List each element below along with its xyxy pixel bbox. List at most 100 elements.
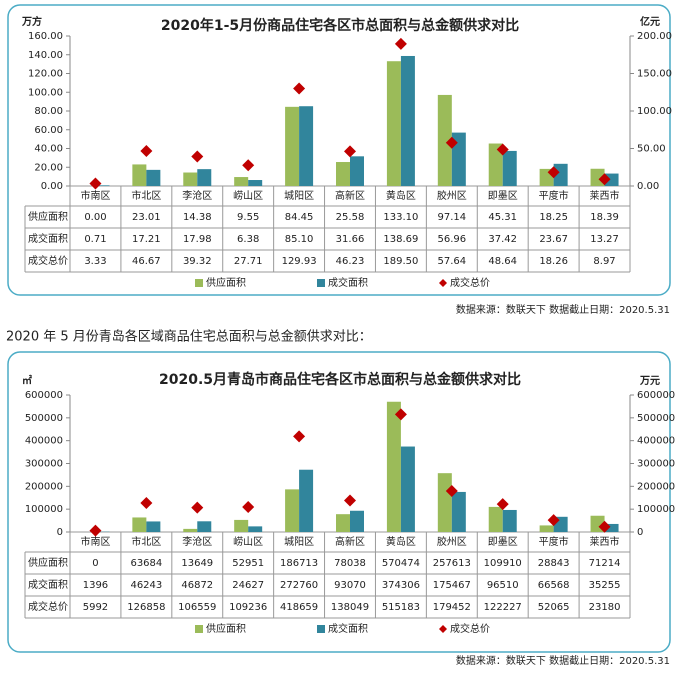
- tick-label: 600000: [25, 390, 63, 401]
- tick-label: 150.00: [637, 69, 672, 80]
- table-value: 45.31: [488, 212, 517, 223]
- marker: [445, 136, 458, 149]
- category-label: 城阳区: [284, 536, 314, 548]
- y-axis-unit: ㎡: [22, 374, 32, 387]
- category-label: 市北区: [131, 535, 161, 548]
- bar: [146, 169, 161, 186]
- tick-label: 200.00: [637, 31, 672, 42]
- table-value: 129.93: [282, 256, 317, 267]
- table-value: 272760: [280, 580, 318, 591]
- bar: [183, 528, 198, 532]
- table-value: 17.98: [183, 234, 212, 245]
- legend-label: 成交总价: [450, 622, 490, 635]
- y2-axis-unit: 亿元: [640, 15, 660, 28]
- table-value: 39.32: [183, 256, 212, 267]
- tick-label: 500000: [637, 413, 675, 424]
- row-label: 成交总价: [28, 254, 68, 267]
- table-value: 6.38: [237, 234, 259, 245]
- tick-label: 0: [57, 527, 63, 538]
- tick-label: 100.00: [28, 87, 63, 98]
- chart-title: 2020年1-5月份商品住宅各区市总面积与总金额供求对比: [161, 17, 519, 34]
- table-value: 3.33: [84, 256, 106, 267]
- category-label: 市南区: [80, 189, 110, 202]
- table-value: 13649: [181, 558, 213, 569]
- marker: [89, 177, 102, 190]
- category-label: 平度市: [539, 535, 569, 548]
- category-label: 李沧区: [182, 189, 212, 202]
- marker: [344, 145, 356, 158]
- table-value: 138.69: [383, 234, 418, 245]
- bar: [183, 172, 198, 186]
- table-value: 46243: [130, 580, 162, 591]
- table-value: 52065: [538, 602, 570, 613]
- bar: [350, 156, 364, 186]
- table-value: 186713: [280, 558, 318, 569]
- table-value: 84.45: [285, 212, 314, 223]
- table-value: 8.97: [593, 256, 615, 267]
- table-value: 109236: [229, 602, 267, 613]
- tick-label: 20.00: [34, 162, 63, 173]
- table-value: 23.67: [539, 234, 568, 245]
- marker: [394, 408, 407, 421]
- tick-label: 100.00: [637, 106, 672, 117]
- table-value: 46.23: [336, 256, 365, 267]
- tick-label: 100000: [25, 504, 63, 515]
- category-label: 市北区: [131, 189, 161, 202]
- table-value: 17.21: [132, 234, 161, 245]
- marker: [191, 501, 204, 514]
- tick-label: 300000: [637, 459, 675, 470]
- table-value: 418659: [280, 602, 318, 613]
- table-value: 18.25: [539, 212, 568, 223]
- tick-label: 400000: [25, 436, 63, 447]
- bar: [502, 509, 517, 532]
- table-value: 97.14: [437, 212, 466, 223]
- table-value: 0.71: [84, 234, 106, 245]
- table-value: 93070: [334, 580, 366, 591]
- bar: [132, 164, 147, 186]
- tick-label: 0.00: [637, 181, 659, 192]
- table-value: 175467: [433, 580, 471, 591]
- table-value: 189.50: [383, 256, 418, 267]
- marker: [140, 144, 153, 157]
- tick-label: 600000: [637, 390, 675, 401]
- table-value: 138049: [331, 602, 369, 613]
- category-label: 崂山区: [233, 536, 263, 548]
- table-value: 257613: [433, 558, 471, 569]
- chart-frame: [7, 351, 671, 653]
- tick-label: 160.00: [28, 31, 63, 42]
- table-value: 63684: [130, 558, 162, 569]
- bar: [132, 517, 147, 532]
- table-value: 23180: [589, 602, 621, 613]
- table-value: 27.71: [234, 256, 263, 267]
- y-axis-unit: 万方: [21, 15, 42, 28]
- marker: [344, 494, 356, 507]
- category-label: 平度市: [539, 189, 569, 202]
- table-value: 106559: [178, 602, 216, 613]
- table-value: 109910: [484, 558, 522, 569]
- y2-axis-unit: 万元: [639, 375, 660, 387]
- table-value: 28843: [538, 558, 570, 569]
- bar: [386, 61, 401, 186]
- table-value: 570474: [382, 558, 420, 569]
- row-label: 成交面积: [28, 232, 68, 245]
- bar: [604, 173, 619, 186]
- marker: [547, 166, 560, 179]
- tick-label: 300000: [25, 459, 63, 470]
- tick-label: 200000: [637, 481, 675, 492]
- table-value: 71214: [589, 558, 621, 569]
- table-value: 56.96: [437, 234, 466, 245]
- marker: [547, 514, 560, 527]
- legend-marker: [439, 279, 447, 287]
- bar: [400, 55, 415, 187]
- marker: [445, 485, 458, 498]
- category-label: 黄岛区: [386, 535, 416, 548]
- bar: [285, 106, 300, 186]
- table-value: 0.00: [84, 212, 106, 223]
- category-label: 李沧区: [182, 535, 212, 548]
- table-value: 18.26: [539, 256, 568, 267]
- bar: [336, 162, 350, 186]
- table-value: 35255: [589, 580, 621, 591]
- bar: [95, 185, 110, 186]
